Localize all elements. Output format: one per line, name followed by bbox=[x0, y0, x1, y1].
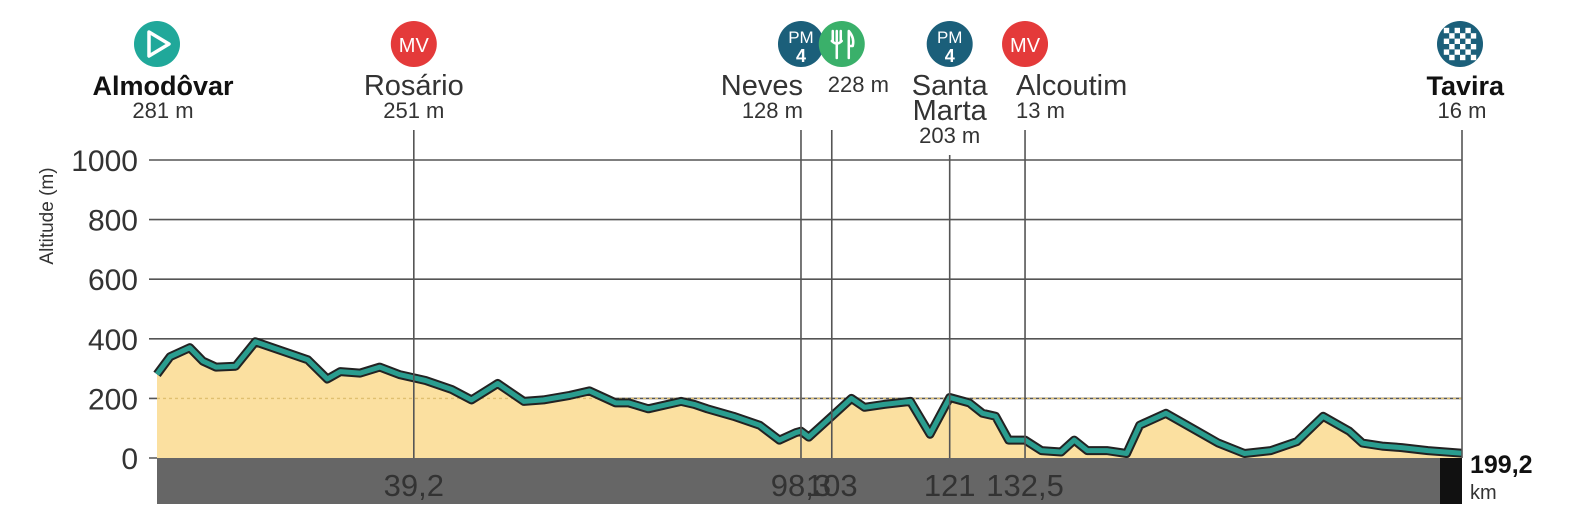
km-label: 132,5 bbox=[986, 468, 1064, 503]
checker-square bbox=[1470, 54, 1477, 61]
mountain-category: 4 bbox=[796, 46, 806, 66]
checker-square bbox=[1470, 44, 1477, 50]
place-name: Santa bbox=[912, 70, 989, 102]
fork-icon bbox=[830, 29, 844, 60]
elevation-area bbox=[157, 341, 1462, 458]
checker-square bbox=[1470, 33, 1477, 39]
mountain-icon bbox=[926, 21, 973, 67]
place-name: Almodôvar bbox=[92, 71, 234, 101]
y-axis: 0 200 400 600 800 1000 bbox=[71, 145, 138, 476]
elevation-line bbox=[154, 339, 1463, 456]
checker-square bbox=[1454, 49, 1460, 55]
km-label: 103 bbox=[806, 468, 858, 503]
checker-square bbox=[1460, 44, 1466, 50]
mountain-icon bbox=[777, 21, 824, 67]
place-altitude: 228 m bbox=[828, 72, 889, 97]
place-altitude: 251 m bbox=[383, 98, 444, 123]
play-icon bbox=[147, 30, 171, 58]
place-name: Rosário bbox=[364, 70, 464, 102]
place-name: Neves bbox=[721, 70, 803, 102]
sprint-badge: MV bbox=[1010, 35, 1041, 57]
checker-square bbox=[1449, 33, 1455, 39]
mountain-category: 4 bbox=[945, 46, 955, 66]
checker-square bbox=[1465, 49, 1471, 55]
y-tick-label: 400 bbox=[88, 324, 138, 357]
checker-square bbox=[1454, 27, 1460, 34]
checker-square bbox=[1449, 44, 1455, 50]
place-name: Marta bbox=[913, 95, 988, 127]
checker-square bbox=[1454, 38, 1460, 44]
y-tick-label: 200 bbox=[88, 383, 138, 416]
y-tick-label: 600 bbox=[88, 264, 138, 297]
sprint-badge: MV bbox=[399, 35, 430, 57]
checker-square bbox=[1465, 38, 1471, 44]
km-label: 98,3 bbox=[771, 468, 831, 503]
start-icon bbox=[134, 21, 180, 67]
y-tick-label: 800 bbox=[88, 205, 138, 238]
checker-square bbox=[1443, 49, 1450, 55]
place-name: Alcoutim bbox=[1016, 70, 1127, 102]
mountain-badge: PM bbox=[937, 28, 963, 47]
place-altitude: 16 m bbox=[1438, 98, 1487, 123]
knife-icon bbox=[847, 29, 855, 60]
checker-square bbox=[1443, 38, 1450, 44]
place-altitude: 203 m bbox=[919, 123, 980, 148]
y-axis-label: Altitude (m) bbox=[37, 167, 58, 264]
checker-square bbox=[1465, 27, 1471, 34]
place-altitude: 13 m bbox=[1016, 98, 1065, 123]
finish-block bbox=[1440, 458, 1462, 504]
total-distance-unit: km bbox=[1470, 482, 1497, 504]
checker-square bbox=[1460, 54, 1466, 61]
checker-square bbox=[1460, 33, 1466, 39]
km-label: 121 bbox=[924, 468, 976, 503]
checker-square bbox=[1449, 54, 1455, 61]
place-altitude: 128 m bbox=[742, 98, 803, 123]
mountain-badge: PM bbox=[788, 28, 814, 47]
km-label: 39,2 bbox=[384, 468, 444, 503]
sprint-icon bbox=[390, 21, 437, 67]
checker-square bbox=[1443, 27, 1450, 34]
total-distance: 199,2 bbox=[1470, 451, 1533, 479]
y-tick-label: 1000 bbox=[71, 145, 138, 178]
place-markers bbox=[413, 130, 1463, 458]
place-altitude: 281 m bbox=[132, 98, 193, 123]
distance-bar bbox=[157, 458, 1442, 504]
y-tick-label: 0 bbox=[121, 443, 138, 476]
feed-zone-icon bbox=[818, 21, 865, 67]
place-name: Tavira bbox=[1426, 71, 1505, 101]
sprint-icon bbox=[1002, 21, 1049, 67]
